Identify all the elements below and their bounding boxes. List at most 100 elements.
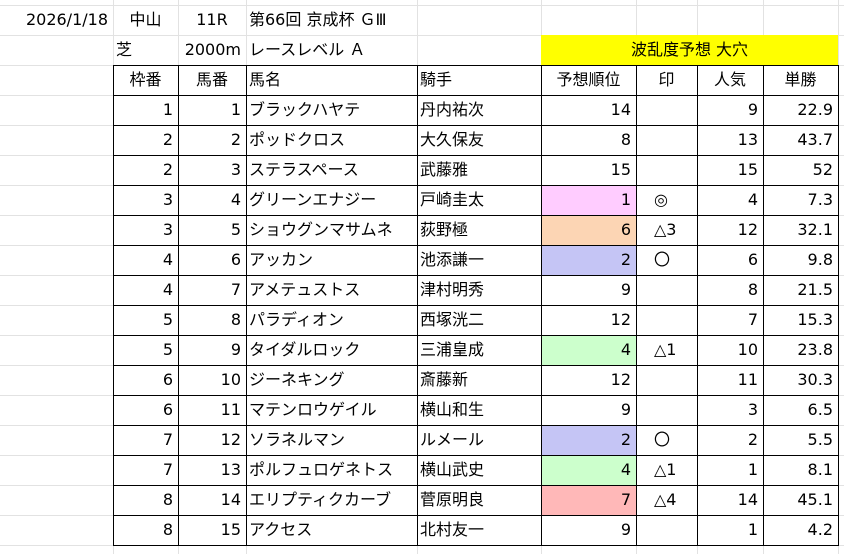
horse-name-cell[interactable]: ブラックハヤテ	[249, 100, 361, 119]
race-level[interactable]: レースレベル Ａ	[249, 40, 366, 59]
rank-cell[interactable]: 4	[620, 460, 631, 479]
horse-name-cell[interactable]: ステラスペース	[249, 160, 359, 179]
horse-name-cell[interactable]: ポッドクロス	[249, 130, 346, 149]
waku-cell[interactable]: 7	[162, 430, 173, 449]
mark-cell[interactable]: △3	[654, 220, 677, 239]
popularity-cell[interactable]: 6	[747, 250, 758, 269]
popularity-cell[interactable]: 14	[737, 490, 758, 509]
header-cell[interactable]: 馬番	[195, 70, 228, 89]
horse-name-cell[interactable]: エリプティクカーブ	[249, 490, 392, 509]
waku-cell[interactable]: 6	[162, 400, 173, 419]
umaban-cell[interactable]: 15	[220, 520, 241, 539]
rank-cell[interactable]: 9	[620, 280, 631, 299]
rank-cell[interactable]: 15	[610, 160, 631, 179]
mark-cell[interactable]	[636, 515, 697, 545]
mark-cell[interactable]	[636, 365, 697, 395]
jockey-cell[interactable]: 斎藤新	[420, 370, 469, 389]
odds-cell[interactable]: 7.3	[807, 190, 833, 209]
horse-name-cell[interactable]: ポルフュロゲネトス	[249, 460, 394, 479]
umaban-cell[interactable]: 7	[230, 280, 241, 299]
popularity-cell[interactable]: 10	[737, 340, 758, 359]
umaban-cell[interactable]: 3	[230, 160, 241, 179]
waku-cell[interactable]: 4	[162, 280, 173, 299]
umaban-cell[interactable]: 4	[230, 190, 241, 209]
jockey-cell[interactable]: 菅原明良	[420, 490, 485, 509]
mark-cell[interactable]: △1	[654, 340, 677, 359]
waku-cell[interactable]: 4	[162, 250, 173, 269]
umaban-cell[interactable]: 8	[230, 310, 241, 329]
header-cell[interactable]: 騎手	[420, 70, 453, 89]
header-cell[interactable]: 予想順位	[556, 70, 621, 89]
waku-cell[interactable]: 8	[162, 490, 173, 509]
rank-cell[interactable]: 12	[610, 310, 631, 329]
jockey-cell[interactable]: 丹内祐次	[420, 100, 485, 119]
umaban-cell[interactable]: 11	[220, 400, 241, 419]
popularity-cell[interactable]: 7	[747, 310, 758, 329]
umaban-cell[interactable]: 1	[230, 100, 241, 119]
rank-cell[interactable]: 7	[620, 490, 631, 509]
popularity-cell[interactable]: 9	[747, 100, 758, 119]
rank-cell[interactable]: 1	[620, 190, 631, 209]
horse-name-cell[interactable]: ショウグンマサムネ	[249, 220, 393, 239]
horse-name-cell[interactable]: タイダルロック	[249, 340, 361, 359]
odds-cell[interactable]: 15.3	[797, 310, 833, 329]
waku-cell[interactable]: 7	[162, 460, 173, 479]
odds-cell[interactable]: 4.2	[807, 520, 833, 539]
jockey-cell[interactable]: 大久保友	[420, 130, 485, 149]
mark-cell[interactable]: ◎	[654, 190, 668, 209]
popularity-cell[interactable]: 2	[747, 430, 758, 449]
jockey-cell[interactable]: 津村明秀	[420, 280, 485, 299]
horse-name-cell[interactable]: マテンロウゲイル	[249, 400, 377, 419]
waku-cell[interactable]: 3	[162, 190, 173, 209]
popularity-cell[interactable]: 8	[747, 280, 758, 299]
mark-cell[interactable]: 〇	[654, 430, 671, 449]
horse-name-cell[interactable]: アクセス	[249, 520, 313, 539]
rank-cell[interactable]: 2	[620, 430, 631, 449]
jockey-cell[interactable]: 横山和生	[420, 400, 485, 419]
mark-cell[interactable]	[636, 395, 697, 425]
odds-cell[interactable]: 45.1	[797, 490, 833, 509]
popularity-cell[interactable]: 1	[747, 520, 758, 539]
waku-cell[interactable]: 3	[162, 220, 173, 239]
race-number[interactable]: 11R	[196, 10, 228, 29]
umaban-cell[interactable]: 14	[220, 490, 241, 509]
jockey-cell[interactable]: ルメール	[420, 430, 485, 449]
odds-cell[interactable]: 43.7	[797, 130, 833, 149]
mark-cell[interactable]	[636, 95, 697, 125]
rank-cell[interactable]: 4	[620, 340, 631, 359]
waku-cell[interactable]: 2	[162, 130, 173, 149]
header-cell[interactable]: 馬名	[249, 70, 282, 89]
popularity-cell[interactable]: 4	[747, 190, 758, 209]
horse-name-cell[interactable]: ソラネルマン	[249, 430, 346, 449]
mark-cell[interactable]	[636, 125, 697, 155]
mark-cell[interactable]: △1	[654, 460, 677, 479]
mark-cell[interactable]	[636, 305, 697, 335]
waku-cell[interactable]: 1	[162, 100, 173, 119]
odds-cell[interactable]: 8.1	[807, 460, 833, 479]
rank-cell[interactable]: 9	[620, 520, 631, 539]
horse-name-cell[interactable]: アッカン	[249, 250, 314, 269]
jockey-cell[interactable]: 武藤雅	[420, 160, 469, 179]
odds-cell[interactable]: 6.5	[807, 400, 833, 419]
horse-name-cell[interactable]: ジーネキング	[249, 370, 345, 389]
race-distance[interactable]: 2000m	[184, 40, 241, 59]
jockey-cell[interactable]: 三浦皇成	[420, 340, 485, 359]
odds-cell[interactable]: 30.3	[797, 370, 833, 389]
rank-cell[interactable]: 6	[620, 220, 631, 239]
odds-cell[interactable]: 5.5	[807, 430, 833, 449]
umaban-cell[interactable]: 9	[230, 340, 241, 359]
horse-name-cell[interactable]: アメテュストス	[249, 280, 361, 299]
jockey-cell[interactable]: 荻野極	[420, 220, 469, 239]
header-cell[interactable]: 印	[658, 70, 675, 89]
odds-cell[interactable]: 21.5	[797, 280, 833, 299]
mark-cell[interactable]: 〇	[654, 250, 671, 269]
waku-cell[interactable]: 6	[162, 370, 173, 389]
waku-cell[interactable]: 5	[162, 340, 173, 359]
horse-name-cell[interactable]: パラディオン	[249, 310, 344, 329]
horse-name-cell[interactable]: グリーンエナジー	[249, 190, 377, 209]
jockey-cell[interactable]: 池添謙一	[420, 250, 485, 269]
umaban-cell[interactable]: 13	[220, 460, 241, 479]
jockey-cell[interactable]: 戸崎圭太	[420, 190, 485, 209]
popularity-cell[interactable]: 15	[737, 160, 758, 179]
odds-cell[interactable]: 23.8	[797, 340, 833, 359]
